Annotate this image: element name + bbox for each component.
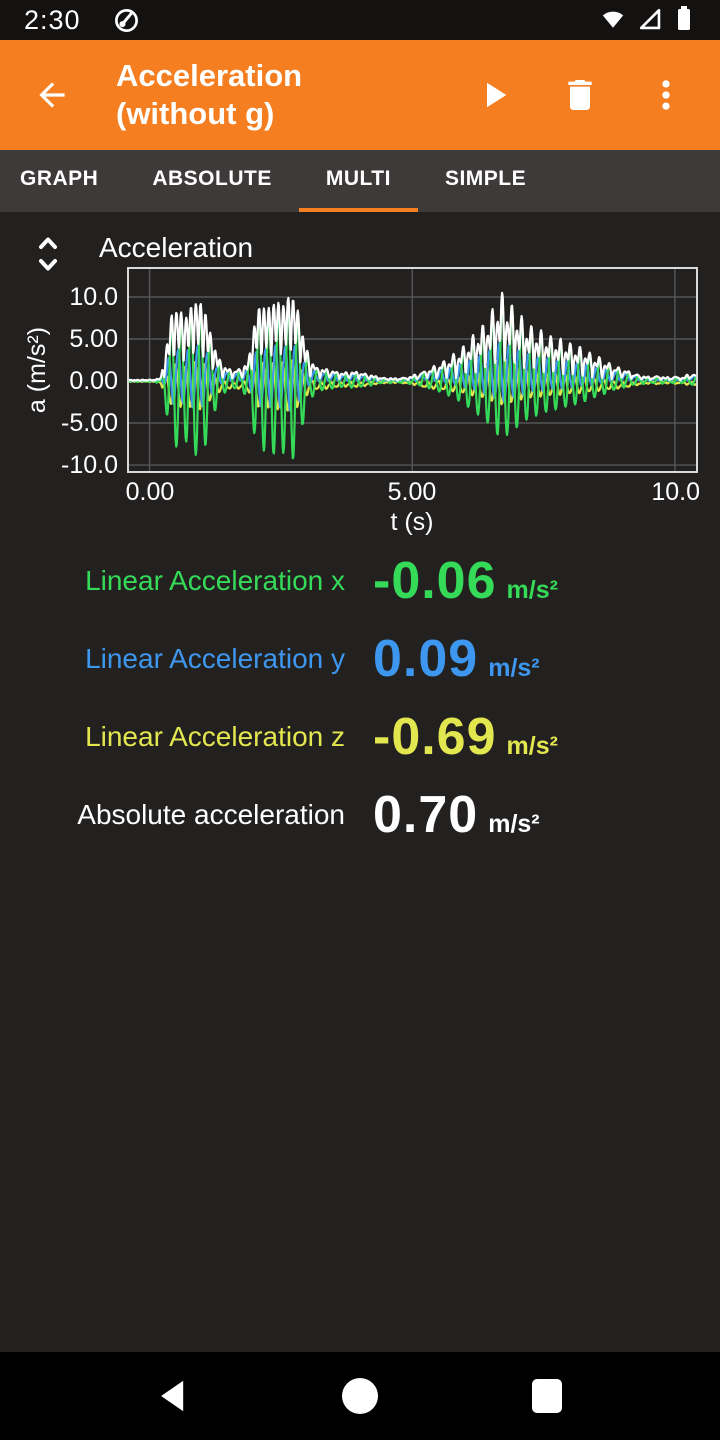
readout-row-z: Linear Acceleration z -0.69 m/s² [0, 698, 720, 776]
page-title: Acceleration (without g) [116, 57, 462, 133]
tab-multi[interactable]: MULTI [298, 150, 418, 212]
readout-unit: m/s² [488, 810, 540, 838]
readout-label: Linear Acceleration x [85, 565, 345, 596]
y-tick: -5.00 [61, 409, 118, 437]
x-tick: 10.0 [651, 478, 700, 506]
overflow-menu-icon[interactable] [634, 63, 698, 127]
readout-value: 0.70 [373, 786, 479, 844]
readouts: Linear Acceleration x -0.06 m/s² Linear … [0, 542, 720, 854]
graph-section: Acceleration a (m/s²) 10.0 5.00 0.00 -5.… [0, 212, 720, 542]
wifi-icon [600, 5, 626, 36]
readout-value: 0.09 [373, 630, 479, 688]
readout-row-y: Linear Acceleration y 0.09 m/s² [0, 620, 720, 698]
y-tick: -10.0 [61, 451, 118, 479]
android-nav-bar [0, 1352, 720, 1440]
readout-label: Linear Acceleration z [85, 721, 345, 752]
x-axis-label: t (s) [390, 508, 434, 536]
tab-bar: GRAPH ABSOLUTE MULTI SIMPLE [0, 150, 720, 212]
nav-home-icon[interactable] [320, 1366, 400, 1426]
status-bar: 2:30 [0, 0, 720, 40]
readout-label: Linear Acceleration y [85, 643, 345, 674]
delete-icon[interactable] [548, 63, 612, 127]
page-title-line2: (without g) [116, 96, 275, 131]
app-bar: Acceleration (without g) [0, 40, 720, 150]
y-tick: 10.0 [69, 283, 118, 311]
tab-graph[interactable]: GRAPH [20, 167, 99, 190]
readout-row-x: Linear Acceleration x -0.06 m/s² [0, 542, 720, 620]
nav-recents-icon[interactable] [507, 1366, 587, 1426]
cell-signal-icon [636, 5, 662, 36]
graph-title: Acceleration [99, 232, 254, 263]
x-tick: 0.00 [125, 478, 175, 506]
nav-back-icon[interactable] [133, 1366, 213, 1426]
readout-label: Absolute acceleration [77, 799, 345, 830]
play-icon[interactable] [462, 63, 526, 127]
page-title-line1: Acceleration [116, 58, 303, 93]
acceleration-plot[interactable] [127, 267, 698, 473]
experiment-content: Acceleration a (m/s²) 10.0 5.00 0.00 -5.… [0, 212, 720, 1352]
readout-value: -0.69 [373, 708, 497, 766]
readout-unit: m/s² [506, 576, 558, 604]
x-tick: 5.00 [387, 478, 437, 506]
battery-icon [672, 4, 696, 37]
back-arrow-icon[interactable] [20, 63, 84, 127]
tab-simple[interactable]: SIMPLE [444, 167, 527, 190]
phyphox-notification-icon [113, 7, 140, 34]
status-time: 2:30 [24, 4, 81, 35]
tab-absolute[interactable]: ABSOLUTE [152, 167, 272, 190]
readout-unit: m/s² [506, 732, 558, 760]
y-tick: 5.00 [69, 325, 118, 353]
readout-unit: m/s² [488, 654, 540, 682]
y-tick: 0.00 [69, 367, 118, 395]
readout-row-absolute: Absolute acceleration 0.70 m/s² [0, 776, 720, 854]
readout-value: -0.06 [373, 552, 497, 610]
expand-graph-icon[interactable] [34, 234, 62, 274]
